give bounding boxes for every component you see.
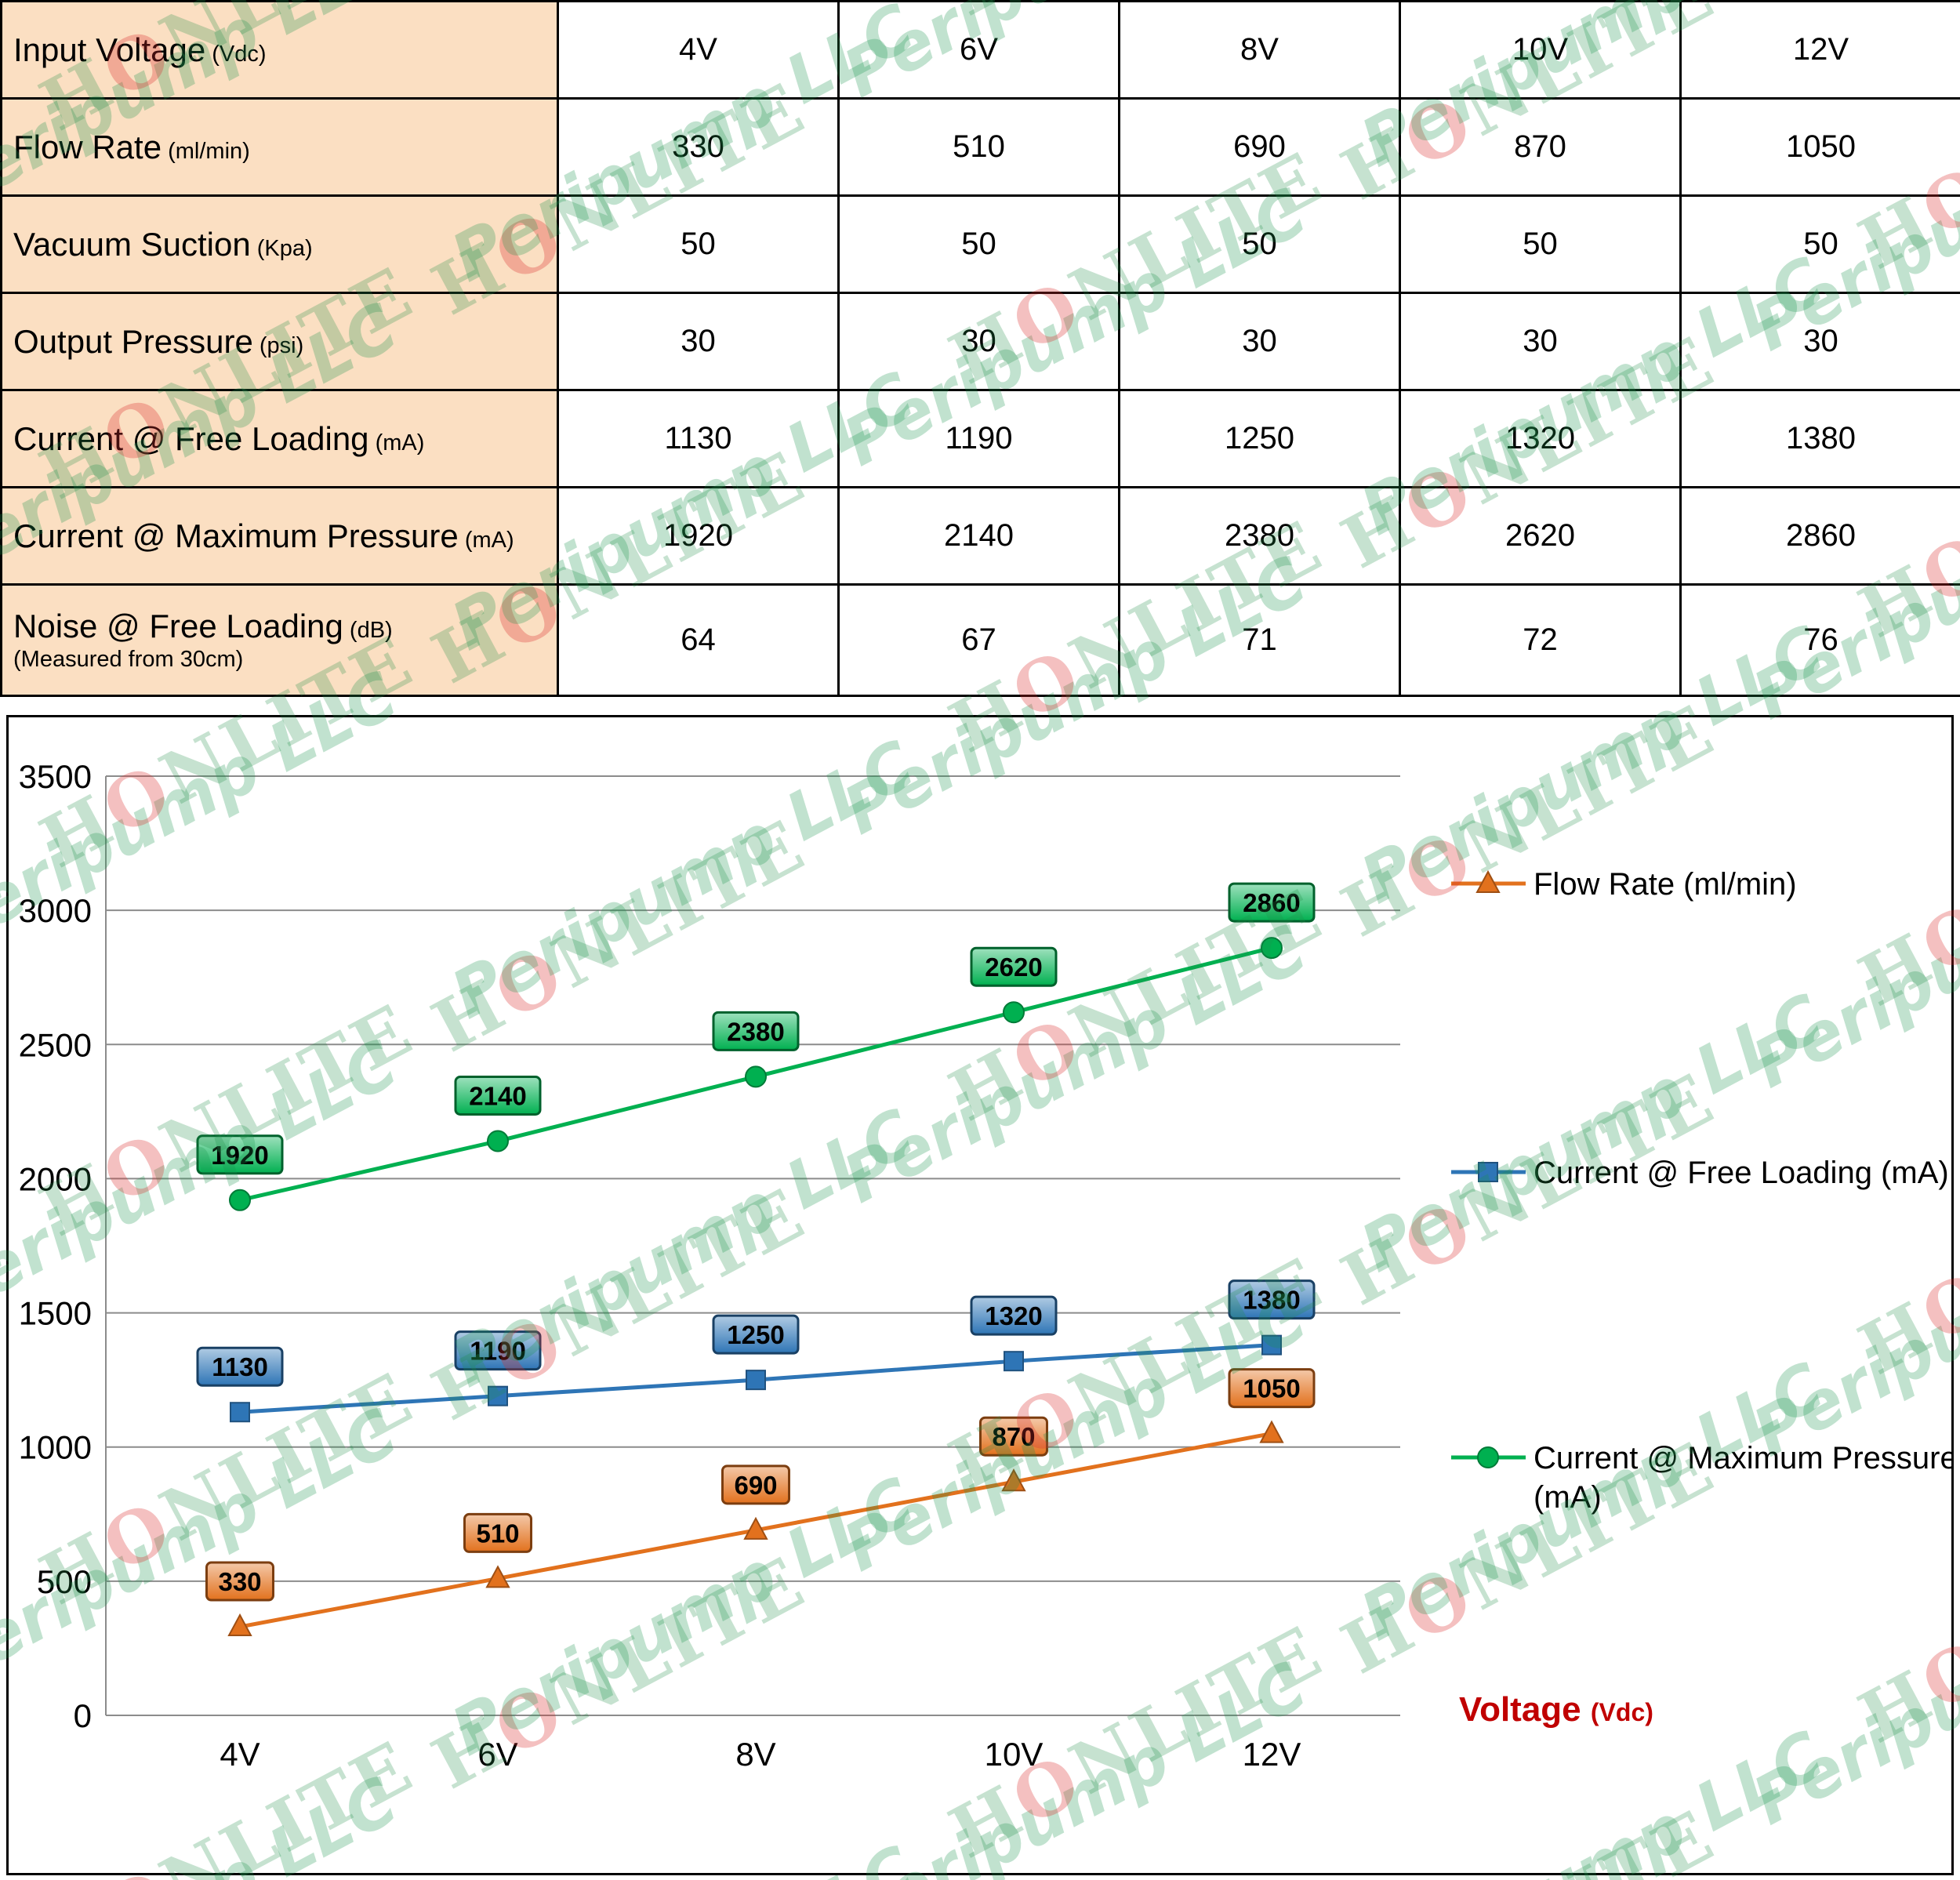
- table-cell: 50: [1679, 194, 1960, 294]
- x-axis-title: Voltage (Vdc): [1459, 1690, 1653, 1729]
- table-cell: 72: [1399, 583, 1682, 697]
- table-cell: 510: [837, 97, 1120, 197]
- table-cell: 30: [1399, 292, 1682, 391]
- table-cell: 1050: [1679, 97, 1960, 197]
- table-row: Flow Rate (ml/min) 330 510 690 870 1050: [0, 97, 1960, 197]
- table-row: Input Voltage (Vdc) 4V 6V 8V 10V 12V: [0, 0, 1960, 100]
- table-cell: 6V: [837, 0, 1120, 100]
- data-label: 2620: [985, 953, 1042, 982]
- series-2-labels: 1920 2140 2380 2620 2860: [196, 882, 1316, 1175]
- table-cell: 330: [557, 97, 840, 197]
- legend-label: Current @ Maximum Pressure: [1534, 1441, 1951, 1475]
- table-cell: 2860: [1679, 486, 1960, 586]
- table-cell: 76: [1679, 583, 1960, 697]
- y-tick-label: 1000: [19, 1429, 92, 1466]
- x-tick-label: 12V: [1243, 1736, 1301, 1773]
- data-label: 1050: [1243, 1374, 1300, 1403]
- table-cell: 8V: [1118, 0, 1401, 100]
- table-cell: 1250: [1118, 389, 1401, 488]
- row-label: Output Pressure (psi): [0, 292, 559, 391]
- table-cell: 64: [557, 583, 840, 697]
- series-0: [227, 1420, 1284, 1637]
- data-label: 1920: [211, 1141, 268, 1170]
- legend-label: Flow Rate (ml/min): [1534, 867, 1797, 902]
- line-chart: 0 500 1000 1500 2000 2500 3000 3500 4V 6V 8V 10V 12V…: [19, 758, 1951, 1773]
- table-cell: 1380: [1679, 389, 1960, 488]
- x-axis-labels: 4V 6V 8V 10V 12V: [220, 1736, 1301, 1773]
- table-row: Output Pressure (psi) 30 30 30 30 30: [0, 292, 1960, 391]
- legend: Flow Rate (ml/min) Current @ Free Loading…: [1451, 867, 1951, 1515]
- grid: 0 500 1000 1500 2000 2500 3000 3500: [19, 758, 1400, 1734]
- data-label: 2140: [469, 1082, 526, 1111]
- x-tick-label: 6V: [477, 1736, 517, 1773]
- data-label: 870: [992, 1422, 1035, 1451]
- data-label: 1380: [1243, 1286, 1300, 1315]
- table-cell: 67: [837, 583, 1120, 697]
- x-tick-label: 10V: [985, 1736, 1044, 1773]
- legend-label: (mA): [1534, 1480, 1602, 1515]
- row-label: Input Voltage (Vdc): [0, 0, 559, 100]
- row-label: Current @ Maximum Pressure (mA): [0, 486, 559, 586]
- table-cell: 50: [1399, 194, 1682, 294]
- table-cell: 10V: [1399, 0, 1682, 100]
- data-label: 510: [476, 1519, 519, 1548]
- table-cell: 1130: [557, 389, 840, 488]
- table-cell: 30: [1118, 292, 1401, 391]
- spec-table: Input Voltage (Vdc) 4V 6V 8V 10V 12V Flow Rate…: [0, 0, 1960, 697]
- y-tick-label: 1500: [19, 1295, 92, 1332]
- y-tick-label: 2000: [19, 1160, 92, 1197]
- table-cell: 12V: [1679, 0, 1960, 100]
- y-tick-label: 500: [37, 1563, 92, 1600]
- table-row: Vacuum Suction (Kpa) 50 50 50 50 50: [0, 194, 1960, 294]
- legend-label: Current @ Free Loading (mA): [1534, 1156, 1949, 1190]
- data-label: 1130: [212, 1352, 268, 1381]
- chart-box: 0 500 1000 1500 2000 2500 3000 3500 4V 6V 8V 10V 12V…: [6, 715, 1954, 1875]
- data-label: 2380: [727, 1017, 784, 1046]
- table-cell: 1190: [837, 389, 1120, 488]
- table-cell: 2140: [837, 486, 1120, 586]
- data-label: 1190: [470, 1337, 526, 1366]
- table-cell: 1320: [1399, 389, 1682, 488]
- series-1: [230, 1334, 1282, 1423]
- row-label: Flow Rate (ml/min): [0, 97, 559, 197]
- table-cell: 30: [1679, 292, 1960, 391]
- table-cell: 690: [1118, 97, 1401, 197]
- data-label: 330: [218, 1567, 261, 1596]
- table-cell: 4V: [557, 0, 840, 100]
- x-tick-label: 8V: [735, 1736, 775, 1773]
- table-cell: 30: [557, 292, 840, 391]
- table-cell: 870: [1399, 97, 1682, 197]
- row-label: Noise @ Free Loading (dB) (Measured from …: [0, 583, 559, 697]
- spec-table-body: Input Voltage (Vdc) 4V 6V 8V 10V 12V Flow Rate…: [0, 0, 1960, 697]
- table-cell: 50: [1118, 194, 1401, 294]
- table-row: Current @ Free Loading (mA) 1130 1190 1250 1…: [0, 389, 1960, 488]
- row-label: Vacuum Suction (Kpa): [0, 194, 559, 294]
- data-label: 1250: [727, 1320, 784, 1349]
- table-cell: 2620: [1399, 486, 1682, 586]
- table-cell: 1920: [557, 486, 840, 586]
- series-2: [229, 937, 1283, 1211]
- data-label: 690: [734, 1471, 777, 1500]
- table-cell: 50: [557, 194, 840, 294]
- table-row: Current @ Maximum Pressure (mA) 1920 2140 2…: [0, 486, 1960, 586]
- table-row: Noise @ Free Loading (dB) (Measured from …: [0, 583, 1960, 697]
- row-label: Current @ Free Loading (mA): [0, 389, 559, 488]
- table-cell: 2380: [1118, 486, 1401, 586]
- x-tick-label: 4V: [220, 1736, 260, 1773]
- data-label: 1320: [985, 1301, 1042, 1330]
- table-cell: 71: [1118, 583, 1401, 697]
- y-tick-label: 3500: [19, 758, 92, 795]
- series-1-labels: 1130 1190 1250 1320 1380: [196, 1279, 1316, 1387]
- y-tick-label: 3000: [19, 892, 92, 929]
- table-cell: 50: [837, 194, 1120, 294]
- data-label: 2860: [1243, 888, 1300, 917]
- table-cell: 30: [837, 292, 1120, 391]
- series-0-labels: 330 510 690 870 1050: [205, 1368, 1316, 1602]
- y-tick-label: 2500: [19, 1026, 92, 1063]
- y-tick-label: 0: [74, 1697, 92, 1734]
